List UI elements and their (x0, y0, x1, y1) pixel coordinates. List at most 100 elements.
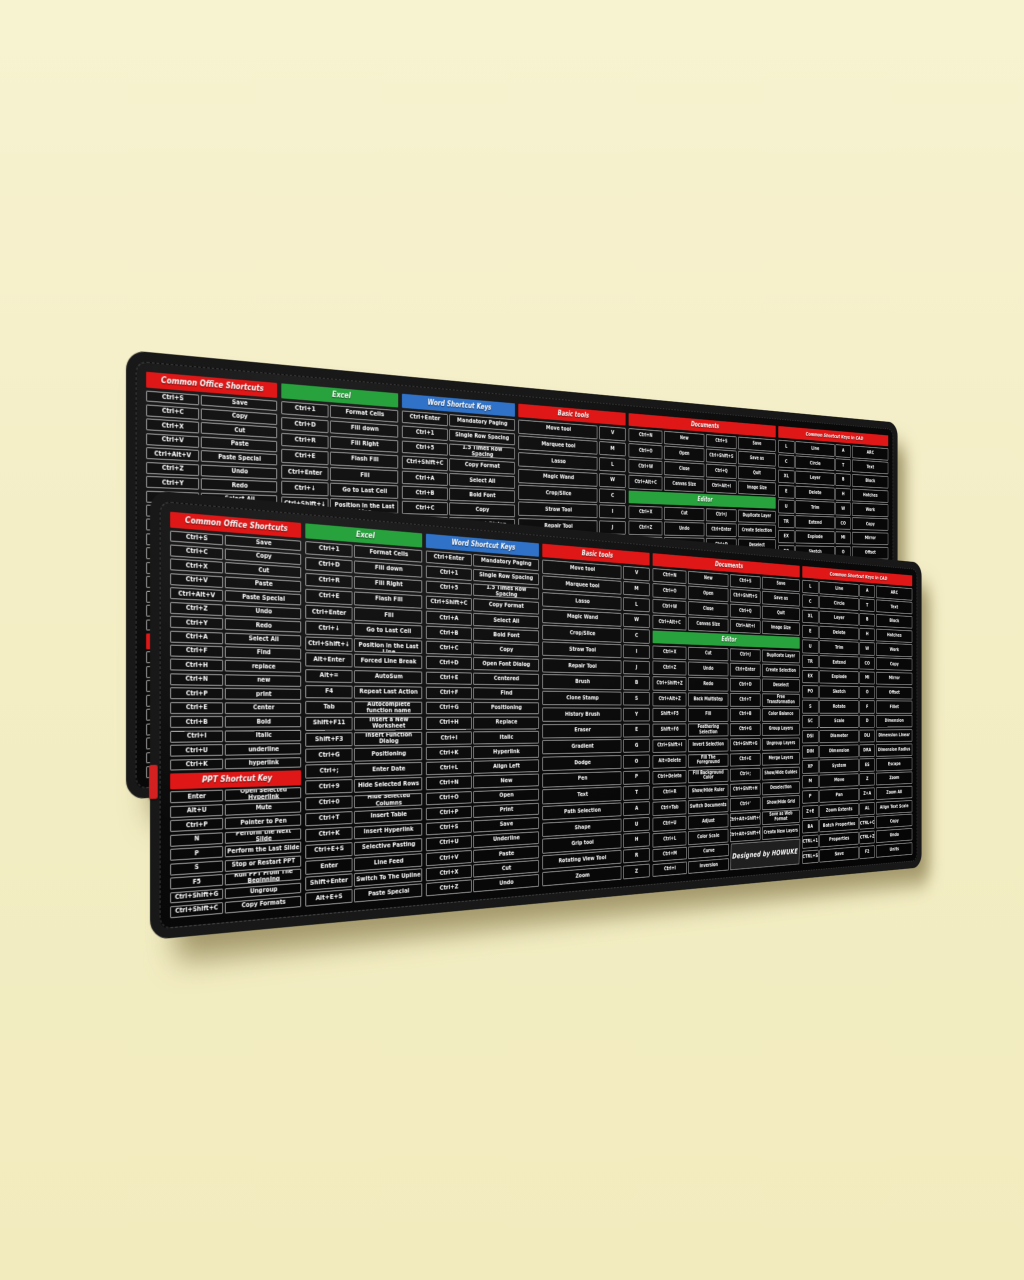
shortcut-action: Cut (687, 646, 729, 662)
shortcut-key: Ctrl+Shift+S (705, 448, 737, 464)
shortcut-key: Ctrl+Shift+C (402, 455, 448, 471)
shortcut-action: Dimension Linear (875, 729, 913, 743)
shortcut-key: W (835, 502, 851, 516)
shortcut-action: Undo (663, 521, 705, 537)
shortcut-key: Ctrl+Shift+C (426, 595, 472, 611)
shortcut-action: Inversion (688, 858, 730, 874)
shortcut-key: Ctrl+E (305, 588, 353, 605)
shortcut-action: New (663, 430, 705, 447)
shortcut-action: Line (819, 580, 859, 597)
shortcut-key: Ctrl+1 (281, 400, 329, 418)
shortcut-key: Ctrl+S (705, 433, 737, 450)
shortcut-key: Ctrl+I (170, 730, 223, 743)
shortcut-action: H (623, 832, 650, 848)
shortcut-key: Ctrl+Alt+V (170, 587, 223, 602)
shortcut-action: Undo (473, 874, 539, 893)
shortcut-action: Single Row Spacing (473, 568, 539, 586)
shortcut-key: Ctrl+O (628, 443, 663, 460)
shortcut-action: System (819, 758, 859, 773)
shortcut-key: Ctrl+K (170, 758, 223, 771)
shortcut-key: Ctrl+D (426, 656, 472, 670)
shortcut-action: Extend (795, 515, 835, 530)
shortcut-action: Delete (819, 625, 859, 641)
shortcut-action: Work (875, 642, 913, 657)
shortcut-action: M (599, 441, 626, 457)
shortcut-action: Italic (225, 729, 302, 742)
shortcut-key: Ctrl+O (652, 583, 687, 600)
shortcut-action: Feathering Selection (687, 723, 729, 738)
shortcut-key: CO (835, 516, 851, 531)
shortcut-key: AL (859, 801, 875, 816)
shortcut-action: Flash Fill (354, 591, 423, 609)
shortcut-action: Insert Table (354, 807, 423, 825)
shortcut-action: Insert Hyperlink (354, 822, 423, 840)
shortcut-key: BA (802, 819, 819, 834)
shortcut-action: Layer (819, 610, 859, 626)
shortcut-row: Ctrl+;Enter Date (305, 762, 423, 779)
shortcut-key: H (859, 627, 875, 642)
shortcut-key: Ctrl+C (426, 640, 472, 656)
shortcut-key: Ctrl+Delete (652, 769, 687, 785)
shortcut-action: Text (875, 599, 913, 615)
shortcut-key: A (859, 583, 875, 598)
shortcut-action: I (623, 644, 650, 660)
shortcut-key: Ctrl+W (628, 459, 663, 475)
shortcut-action: Save (762, 576, 800, 592)
shortcut-action: Copy (449, 502, 515, 518)
shortcut-action: Rotate (819, 700, 859, 714)
shortcut-key: Ctrl+N (652, 567, 687, 584)
shortcut-action: Flash Fill (330, 451, 399, 469)
shortcut-action: Forced Line Break (354, 654, 423, 669)
shortcut-action: Dodge (542, 755, 622, 772)
shortcut-key: Enter (170, 790, 223, 804)
shortcut-action: Show/Hide Grid (762, 795, 800, 811)
shortcut-action: Properties (819, 831, 859, 848)
shortcut-key: Ctrl+G (729, 723, 761, 737)
shortcut-key: Ctrl+F (426, 686, 472, 700)
shortcut-key: Ctrl+D (305, 556, 353, 574)
shortcut-action: Close (687, 601, 729, 617)
shortcut-key: M (802, 774, 819, 789)
shortcut-key: Ctrl+Enter (705, 523, 737, 537)
shortcut-action: Positioning (473, 701, 539, 715)
shortcut-action: Insert Function Dialog (354, 731, 423, 746)
shortcut-action: W (599, 472, 626, 488)
shortcut-key: Ctrl+' (729, 797, 761, 812)
shortcut-key: Ctrl+5 (426, 580, 472, 596)
shortcut-key: Ctrl+Shift+G (170, 888, 223, 904)
shortcut-key: Enter (305, 857, 353, 875)
shortcut-key: Ctrl+N (628, 427, 663, 444)
shortcut-key: PO (802, 684, 819, 699)
shortcut-action: Brush (542, 674, 622, 690)
shortcut-key: CTRL+Z (859, 830, 875, 845)
shortcut-key: Ctrl+Z (628, 520, 663, 536)
shortcut-action: Dimension (875, 715, 913, 728)
shortcut-key: Ctrl+T (305, 810, 353, 827)
shortcut-key: Ctrl+V (426, 850, 472, 866)
shortcut-key: DIN (802, 744, 819, 759)
shortcut-action: Hide Selected Rows (354, 777, 423, 793)
shortcut-action: Straw Tool (518, 501, 598, 519)
column-word: Word Shortcut Keys Ctrl+Enter Mandatory Pa… (426, 533, 539, 897)
shortcut-action: Hide Selected Columns (354, 792, 423, 809)
shortcut-key: Ctrl+Shift+H (729, 782, 761, 797)
shortcut-key: Ctrl+Shift+C (170, 902, 223, 919)
shortcut-key: Ctrl+1 (305, 540, 353, 558)
shortcut-action: Block (875, 614, 913, 629)
shortcut-action: Lasso (542, 592, 622, 611)
column-office-ppt: Common Office Shortcuts Ctrl+S Save Ctrl+C C… (170, 511, 302, 919)
shortcut-action: Gradient (542, 739, 622, 755)
shortcut-key: MI (859, 671, 875, 685)
shortcut-action: New (687, 570, 729, 587)
